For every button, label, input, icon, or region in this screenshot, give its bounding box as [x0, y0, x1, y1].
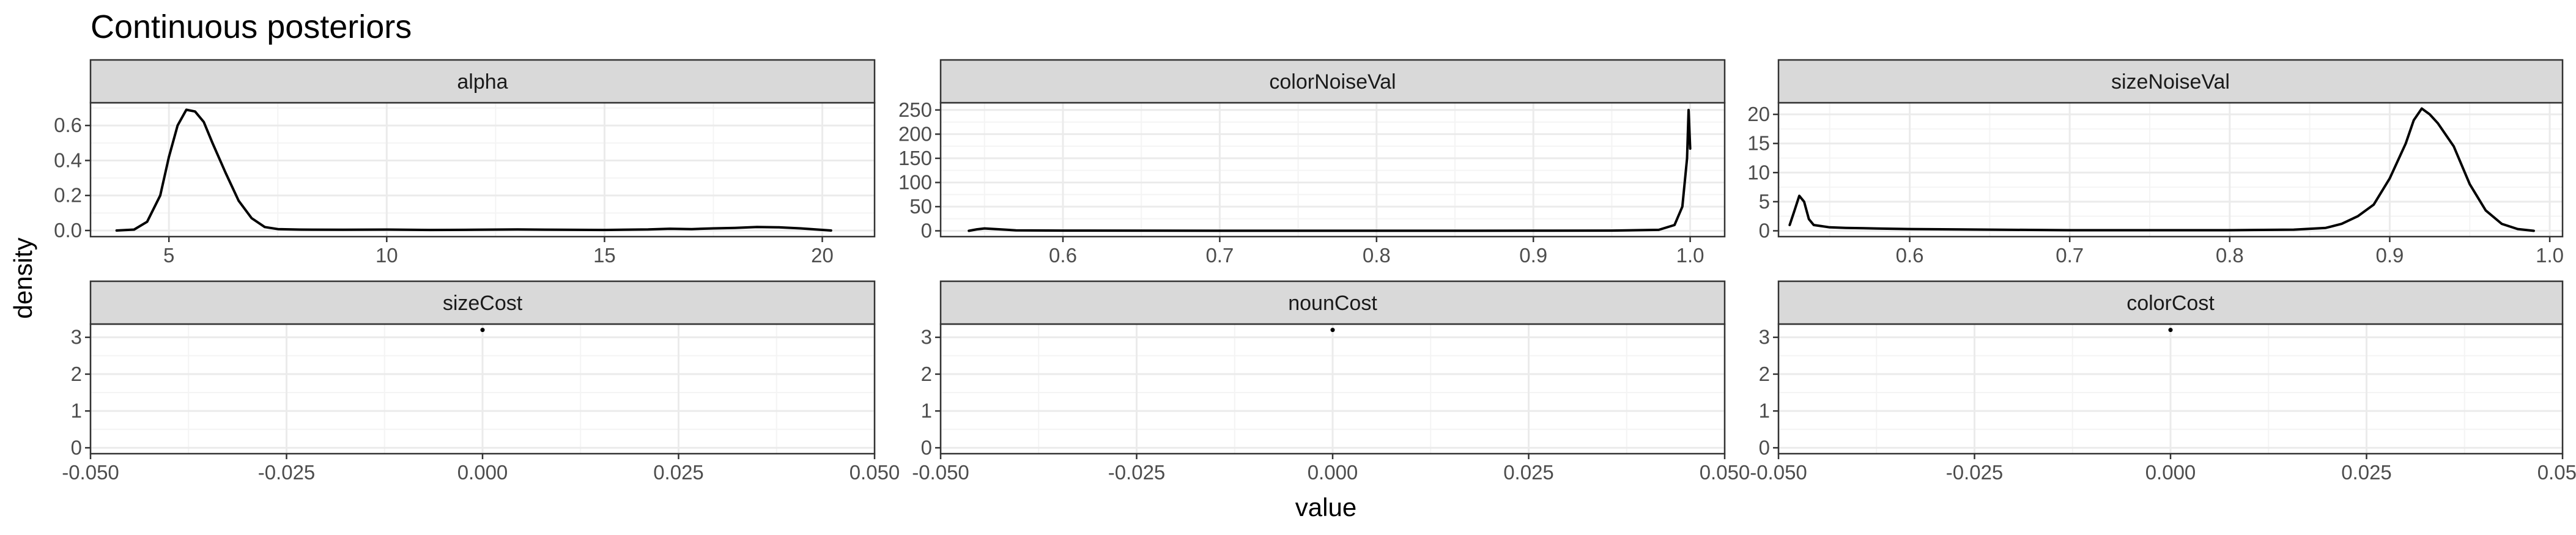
x-tick-label: 0.050: [1700, 461, 1750, 484]
x-tick-label: 0.9: [2375, 244, 2404, 267]
facet-strip: [1777, 59, 2564, 104]
y-tick-label: 2: [71, 363, 82, 385]
y-tick-label: 1: [71, 399, 82, 422]
y-tick-label: 2: [921, 363, 932, 385]
panel-sizeNoiseVal: sizeNoiseVal 0 5 10 15 20 0.6 0.7 0.8 0.9 1.0: [1747, 59, 2564, 267]
y-tick-label: 0: [921, 436, 932, 459]
y-tick-label: 1: [1759, 399, 1770, 422]
x-tick-label: 0.7: [2056, 244, 2084, 267]
y-tick-label: 1: [921, 399, 932, 422]
x-tick-label: -0.025: [258, 461, 316, 484]
x-tick-label: 0.025: [1503, 461, 1554, 484]
y-tick-label: 3: [921, 326, 932, 349]
y-tick-label: 20: [1747, 103, 1770, 125]
y-tick-label: 0: [1759, 436, 1770, 459]
facet-strip: [939, 59, 1726, 104]
density-point: [2168, 328, 2173, 333]
x-tick-label: 0.050: [849, 461, 900, 484]
panel-sizeCost: sizeCost 0 1 2 3 -0.050 -0.025 0.000 0.025 0.050: [62, 280, 900, 484]
y-tick-label: 3: [71, 326, 82, 349]
panel-background: [941, 103, 1725, 237]
x-tick-label: 10: [376, 244, 398, 267]
x-tick-label: 0.6: [1896, 244, 1924, 267]
x-tick-label: 0.025: [653, 461, 704, 484]
panel-nounCost: nounCost 0 1 2 3 -0.050 -0.025 0.000 0.025 0.050: [912, 280, 1750, 484]
facet-strip: [89, 280, 876, 325]
density-line: [1788, 107, 2535, 232]
y-tick-label: 3: [1759, 326, 1770, 349]
chart-title: Continuous posteriors: [91, 9, 412, 45]
x-tick-label: 0.025: [2341, 461, 2392, 484]
y-tick-label: 50: [909, 195, 932, 218]
y-tick-label: 0.6: [54, 114, 82, 136]
density-line: [115, 108, 832, 232]
panel-background: [91, 103, 875, 237]
facet-strip-label: colorNoiseVal: [1269, 70, 1396, 94]
facet-strip-label: nounCost: [1288, 292, 1377, 315]
x-tick-label: 0.7: [1205, 244, 1234, 267]
x-tick-label: 5: [163, 244, 174, 267]
x-tick-label: 0.8: [2216, 244, 2244, 267]
x-tick-label: 0.6: [1049, 244, 1077, 267]
facet-strip: [89, 59, 876, 104]
x-axis-title: value: [1295, 493, 1356, 522]
x-tick-label: 0.000: [1308, 461, 1358, 484]
y-tick-label: 0.2: [54, 184, 82, 207]
y-tick-label: 0: [71, 436, 82, 459]
y-tick-label: 250: [898, 98, 932, 121]
x-tick-label: 20: [811, 244, 834, 267]
facet-strip-label: sizeCost: [443, 292, 523, 315]
y-tick-label: 0.4: [54, 149, 82, 171]
y-tick-label: 5: [1759, 190, 1770, 213]
x-tick-label: -0.025: [1108, 461, 1166, 484]
x-tick-label: -0.050: [1750, 461, 1807, 484]
density-point: [480, 328, 485, 333]
y-tick-label: 100: [898, 171, 932, 193]
panel-colorCost: colorCost 0 1 2 3 -0.050 -0.025 0.000 0.025 0.050: [1750, 280, 2576, 484]
x-tick-label: 1.0: [1676, 244, 1704, 267]
x-tick-label: -0.050: [62, 461, 119, 484]
facet-strip: [939, 280, 1726, 325]
x-tick-label: -0.050: [912, 461, 969, 484]
y-axis-title: density: [9, 237, 37, 319]
y-tick-label: 10: [1747, 161, 1770, 183]
y-tick-label: 200: [898, 122, 932, 145]
panel-alpha: alpha 0.0 0.2 0.4 0.6 5 10 15 20: [54, 59, 876, 267]
density-line: [968, 108, 1692, 232]
facet-strip-label: sizeNoiseVal: [2111, 70, 2230, 94]
facet-strip: [1777, 280, 2564, 325]
x-tick-label: -0.025: [1946, 461, 2004, 484]
density-point: [1330, 328, 1335, 333]
x-tick-label: 0.000: [2145, 461, 2196, 484]
y-tick-label: 150: [898, 147, 932, 169]
x-tick-label: 0.9: [1519, 244, 1547, 267]
facet-strip-label: colorCost: [2126, 292, 2215, 315]
y-tick-label: 15: [1747, 132, 1770, 155]
x-tick-label: 0.8: [1363, 244, 1391, 267]
x-tick-label: 15: [593, 244, 616, 267]
x-tick-label: 0.050: [2537, 461, 2576, 484]
facet-strip-label: alpha: [457, 70, 508, 94]
y-tick-label: 0: [1759, 219, 1770, 242]
y-tick-label: 2: [1759, 363, 1770, 385]
x-tick-label: 0.000: [457, 461, 508, 484]
y-tick-label: 0.0: [54, 219, 82, 242]
x-tick-label: 1.0: [2536, 244, 2564, 267]
y-tick-label: 0: [921, 220, 932, 242]
